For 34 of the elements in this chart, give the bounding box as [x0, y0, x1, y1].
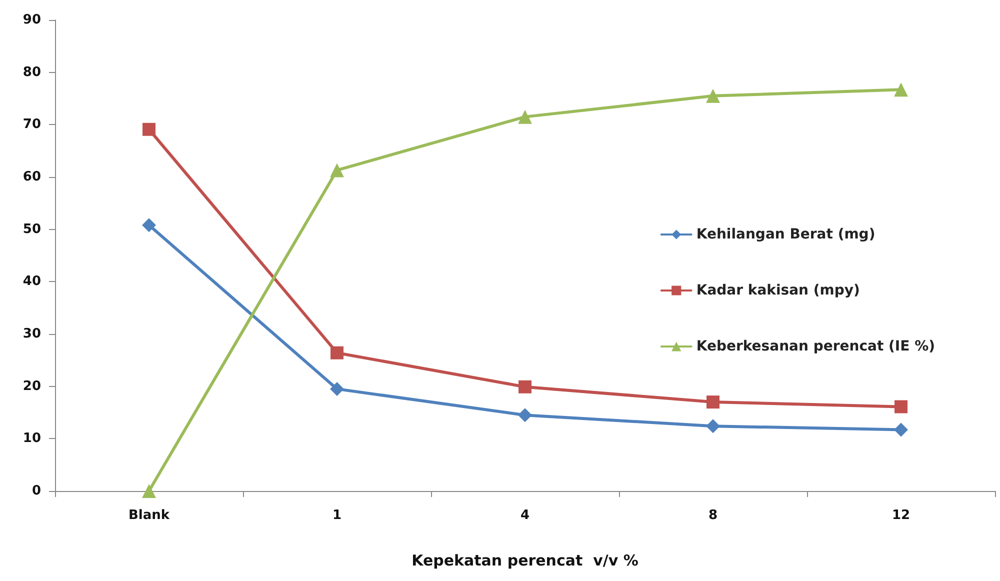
y-tick-label: 10: [22, 431, 41, 446]
point: [330, 382, 344, 396]
x-axis-title: Kepekatan perencat v/v %: [412, 552, 638, 570]
point: [706, 88, 720, 103]
x-tick-label: 4: [520, 508, 530, 523]
y-tick-label: 0: [32, 484, 41, 498]
y-tick-label: 70: [22, 117, 41, 132]
x-tick-label: Blank: [128, 508, 170, 523]
legend-label: Kadar kakisan (mpy): [696, 282, 860, 298]
point: [142, 484, 156, 498]
legend-label: Kehilangan Berat (mg): [696, 226, 876, 242]
legend-label: Keberkesanan perencat (IE %): [696, 338, 936, 354]
x-tick-label: 1: [332, 508, 342, 523]
point: [142, 218, 156, 232]
y-tick-label: 90: [22, 12, 41, 28]
point: [894, 82, 908, 97]
y-tick-label: 30: [22, 326, 41, 342]
y-tick-label: 50: [22, 222, 41, 237]
point: [330, 346, 344, 360]
point: [894, 422, 908, 437]
y-tick-label: 60: [22, 170, 41, 184]
y-tick-label: 20: [22, 378, 41, 394]
point: [330, 163, 344, 178]
x-tick-label: 8: [708, 508, 718, 523]
point: [706, 419, 720, 434]
x-tick-label: 12: [892, 508, 910, 523]
y-tick-label: 80: [22, 64, 41, 80]
point: [894, 400, 908, 414]
point: [706, 396, 720, 409]
point: [142, 122, 156, 136]
point: [518, 408, 532, 422]
point: [518, 110, 532, 124]
y-tick-label: 40: [22, 274, 41, 290]
point: [518, 380, 532, 394]
